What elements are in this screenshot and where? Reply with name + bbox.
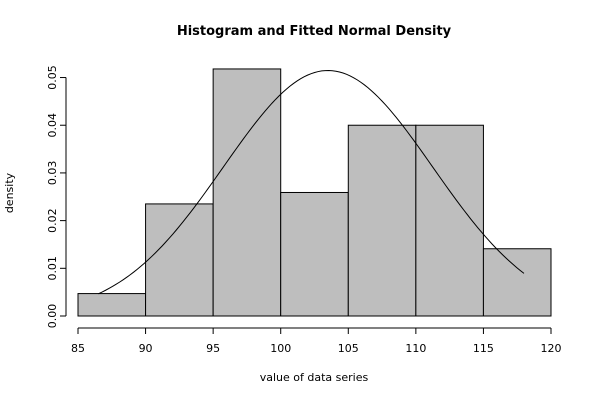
histogram-bar-4: [280, 191, 349, 317]
histogram-bar-3: [212, 68, 282, 317]
y-tick-label: 0.02: [46, 208, 59, 233]
histogram-bar-7: [482, 248, 552, 317]
x-tick-label: 85: [71, 342, 85, 355]
x-tick-label: 100: [270, 342, 291, 355]
histogram-bar-6: [415, 124, 484, 317]
y-tick-label: 0.03: [46, 161, 59, 186]
y-tick-label: 0.04: [46, 113, 59, 138]
y-axis-label: density: [3, 172, 16, 213]
x-tick-label: 110: [405, 342, 426, 355]
y-tick-label: 0.01: [46, 256, 59, 281]
histogram-bar-5: [347, 124, 417, 317]
x-tick-label: 95: [206, 342, 220, 355]
histogram-bar-2: [145, 203, 214, 317]
x-axis-label: value of data series: [260, 371, 369, 384]
y-tick-label: 0.05: [46, 65, 59, 90]
histogram-bars: [77, 68, 552, 317]
x-axis: 85 90 95 100 105 110 115 120: [71, 327, 562, 355]
fitted-normal-curve: [98, 70, 525, 295]
chart-title: Histogram and Fitted Normal Density: [177, 24, 452, 39]
x-tick-label: 90: [139, 342, 153, 355]
x-tick-label: 105: [338, 342, 359, 355]
y-tick-label: 0.00: [46, 304, 59, 329]
x-tick-label: 120: [541, 342, 562, 355]
x-tick-label: 115: [473, 342, 494, 355]
y-axis: 0.00 0.01 0.02 0.03 0.04 0.05: [46, 65, 67, 329]
histogram-bar-1: [77, 293, 147, 317]
